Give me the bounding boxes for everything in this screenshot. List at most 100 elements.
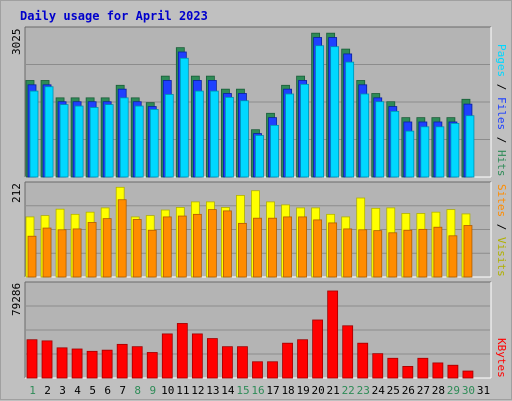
bar-kbytes-day-23 (357, 342, 369, 379)
bar-sites-day-7 (117, 199, 127, 278)
bar-kbytes-day-8 (131, 346, 143, 379)
bar-sites-day-22 (343, 228, 353, 278)
bar-sites-day-15 (238, 222, 247, 278)
bar-sites-day-23 (358, 229, 368, 278)
bar-kbytes-day-18 (282, 342, 293, 379)
legend-part: / (495, 77, 508, 97)
bar-sites-day-10 (162, 216, 172, 278)
bar-sites-day-11 (177, 215, 187, 278)
bar-sites-day-30 (463, 225, 473, 278)
bar-kbytes-day-10 (161, 333, 173, 379)
bar-kbytes-day-27 (417, 357, 429, 379)
legend-part: / (495, 217, 508, 237)
bar-sites-day-1 (27, 235, 37, 278)
day-label-1: 1 (29, 384, 36, 397)
day-label-11: 11 (176, 384, 189, 397)
bar-sites-day-6 (102, 218, 112, 278)
legend-usage-visits-sites: Sites / Visits (495, 184, 508, 277)
bar-pages-day-21 (330, 46, 340, 178)
day-label-7: 7 (119, 384, 126, 397)
bar-pages-day-28 (435, 126, 445, 178)
bar-pages-day-6 (104, 104, 114, 178)
bar-kbytes-day-9 (146, 352, 158, 379)
day-label-5: 5 (89, 384, 96, 397)
legend-usage-kbytes: KBytes (495, 338, 508, 378)
bar-kbytes-day-16 (252, 361, 263, 379)
bar-pages-day-19 (300, 83, 309, 178)
day-label-3: 3 (59, 384, 66, 397)
bar-pages-day-18 (285, 93, 294, 178)
bar-kbytes-day-13 (206, 338, 218, 379)
bar-pages-day-9 (149, 109, 159, 178)
day-label-31: 31 (477, 384, 490, 397)
bar-pages-day-17 (270, 124, 279, 178)
day-label-29: 29 (447, 384, 460, 397)
bar-sites-day-20 (313, 219, 323, 278)
bar-kbytes-day-1 (26, 339, 38, 379)
day-label-10: 10 (161, 384, 174, 397)
bar-pages-day-14 (225, 96, 234, 178)
day-label-17: 17 (266, 384, 279, 397)
y-max-label-usage-hits-files-pages: 3025 (10, 28, 23, 56)
bar-kbytes-day-11 (176, 323, 188, 379)
y-max-label-usage-kbytes: 79286 (10, 282, 23, 316)
bar-sites-day-21 (328, 222, 338, 278)
bar-kbytes-day-25 (387, 357, 399, 379)
day-label-24: 24 (372, 384, 386, 397)
day-label-14: 14 (221, 384, 235, 397)
legend-part: Sites (495, 184, 508, 218)
bar-sites-day-8 (132, 219, 142, 278)
bar-pages-day-4 (74, 105, 84, 178)
bar-kbytes-day-7 (116, 343, 128, 379)
bar-pages-day-5 (89, 107, 99, 178)
bar-kbytes-day-17 (267, 361, 278, 379)
bar-sites-day-5 (87, 222, 97, 278)
bar-kbytes-day-2 (41, 340, 53, 379)
bar-pages-day-15 (240, 100, 249, 178)
legend-part: Visits (495, 237, 508, 277)
day-label-9: 9 (149, 384, 156, 397)
bar-sites-day-28 (433, 226, 443, 278)
chart-title: Daily usage for April 2023 (20, 9, 208, 23)
bar-pages-day-7 (119, 97, 129, 178)
legend-part: / (495, 130, 508, 150)
bar-pages-day-29 (450, 123, 460, 178)
legend-part: Pages (495, 44, 508, 78)
bar-sites-day-4 (72, 228, 82, 278)
legend-part: Files (495, 97, 508, 131)
bar-kbytes-day-24 (372, 353, 384, 379)
bar-kbytes-day-30 (462, 370, 474, 379)
day-label-19: 19 (296, 384, 309, 397)
legend-usage-hits-files-pages: Pages / Files / Hits (495, 44, 508, 177)
bar-sites-day-3 (57, 229, 67, 278)
day-label-27: 27 (417, 384, 430, 397)
bar-sites-day-2 (42, 227, 52, 278)
day-label-20: 20 (312, 384, 325, 397)
day-label-16: 16 (251, 384, 264, 397)
bar-kbytes-day-12 (191, 333, 203, 379)
bar-pages-day-2 (44, 86, 54, 178)
bar-pages-day-22 (345, 61, 355, 178)
day-label-6: 6 (104, 384, 111, 397)
bar-kbytes-day-26 (402, 365, 414, 379)
bar-kbytes-day-15 (237, 346, 248, 379)
bar-pages-day-24 (375, 101, 385, 178)
day-label-28: 28 (432, 384, 445, 397)
day-label-21: 21 (327, 384, 340, 397)
bar-kbytes-day-22 (342, 325, 354, 379)
bar-kbytes-day-20 (312, 319, 324, 379)
bar-pages-day-26 (405, 130, 415, 178)
bar-sites-day-27 (418, 228, 428, 278)
bar-pages-day-8 (134, 105, 144, 178)
bar-sites-day-9 (147, 229, 157, 278)
bar-kbytes-day-14 (222, 346, 233, 379)
bar-sites-day-17 (268, 217, 277, 278)
bar-kbytes-day-6 (101, 349, 113, 379)
bar-pages-day-20 (315, 45, 325, 178)
day-label-8: 8 (134, 384, 141, 397)
bar-pages-day-25 (390, 110, 400, 178)
bar-sites-day-18 (283, 216, 292, 278)
day-label-26: 26 (402, 384, 415, 397)
